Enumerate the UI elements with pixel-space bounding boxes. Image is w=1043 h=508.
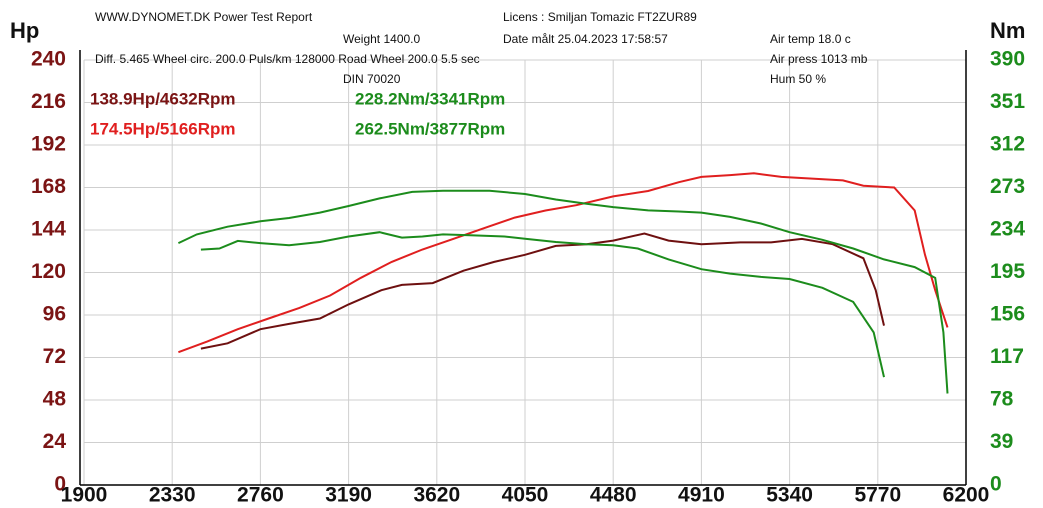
header-text: Date målt 25.04.2023 17:58:57 xyxy=(503,32,668,46)
y-tick-label: 216 xyxy=(31,90,66,113)
x-tick-label: 1900 xyxy=(61,484,108,507)
y-tick-label: 144 xyxy=(31,218,66,241)
y2-tick-label: 351 xyxy=(990,90,1025,113)
y-tick-label: 240 xyxy=(31,48,66,71)
x-tick-label: 4480 xyxy=(590,484,637,507)
data-line xyxy=(178,172,949,354)
y-tick-label: 48 xyxy=(43,388,67,411)
y-tick-label: 72 xyxy=(43,345,66,368)
y2-tick-label: 78 xyxy=(990,388,1014,411)
x-tick-label: 5340 xyxy=(766,484,813,507)
peak-label: 262.5Nm/3877Rpm xyxy=(355,119,505,138)
x-tick-label: 3190 xyxy=(325,484,372,507)
x-tick-label: 4910 xyxy=(678,484,725,507)
data-line xyxy=(200,232,885,350)
y2-axis-label: Nm xyxy=(990,18,1025,43)
data-line xyxy=(177,189,949,394)
header-text: Hum 50 % xyxy=(770,72,826,86)
y-tick-label: 24 xyxy=(43,430,67,453)
x-tick-label: 2760 xyxy=(237,484,284,507)
x-tick-label: 6200 xyxy=(943,484,990,507)
peak-label: 228.2Nm/3341Rpm xyxy=(355,89,505,108)
y2-tick-label: 195 xyxy=(990,260,1025,283)
y-tick-label: 120 xyxy=(31,260,66,283)
y-axis-label: Hp xyxy=(10,18,39,43)
x-tick-label: 5770 xyxy=(854,484,901,507)
header-text: Weight 1400.0 xyxy=(343,32,420,46)
y2-tick-label: 273 xyxy=(990,175,1025,198)
y2-tick-label: 0 xyxy=(990,473,1002,496)
data-line xyxy=(200,231,885,378)
x-tick-label: 4050 xyxy=(502,484,549,507)
x-tick-label: 2330 xyxy=(149,484,196,507)
peak-label: 174.5Hp/5166Rpm xyxy=(90,119,236,138)
y2-tick-label: 234 xyxy=(990,218,1025,241)
header-text: Air press 1013 mb xyxy=(770,52,868,66)
peak-label: 138.9Hp/4632Rpm xyxy=(90,89,236,108)
y2-tick-label: 117 xyxy=(990,345,1024,368)
header-text: Air temp 18.0 c xyxy=(770,32,851,46)
y2-tick-label: 156 xyxy=(990,303,1025,326)
header-text: Diff. 5.465 Wheel circ. 200.0 Puls/km 12… xyxy=(95,52,480,66)
y-tick-label: 168 xyxy=(31,175,66,198)
y-tick-label: 0 xyxy=(54,473,66,496)
y-tick-label: 192 xyxy=(31,133,66,156)
y-tick-label: 96 xyxy=(43,303,66,326)
header-text: WWW.DYNOMET.DK Power Test Report xyxy=(95,10,313,24)
header-text: DIN 70020 xyxy=(343,72,401,86)
header-text: Licens : Smiljan Tomazic FT2ZUR89 xyxy=(503,10,697,24)
y2-tick-label: 390 xyxy=(990,48,1025,71)
y2-tick-label: 312 xyxy=(990,133,1025,156)
x-tick-label: 3620 xyxy=(413,484,460,507)
y2-tick-label: 39 xyxy=(990,430,1013,453)
